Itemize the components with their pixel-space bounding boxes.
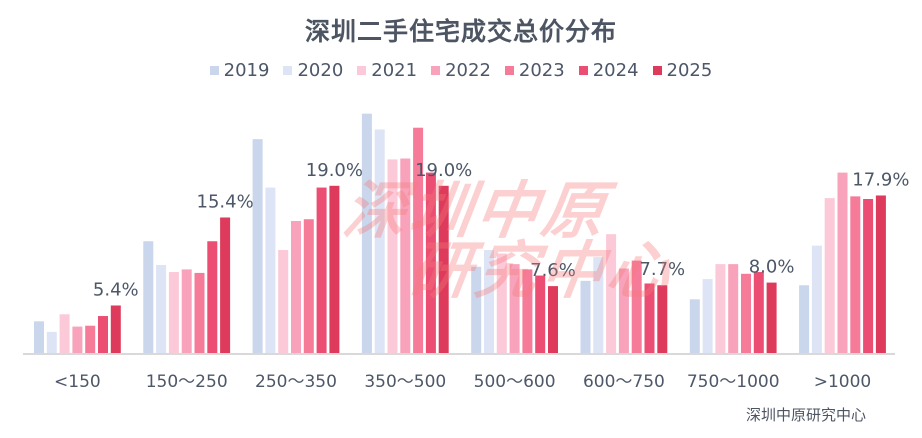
bar-2022-4 bbox=[509, 264, 520, 353]
legend-swatch bbox=[578, 66, 588, 75]
bar-2020-6 bbox=[702, 279, 713, 353]
data-label: 7.7% bbox=[639, 259, 685, 280]
data-label: 17.9% bbox=[852, 169, 909, 190]
bar-2021-6 bbox=[715, 264, 726, 353]
bar-2019-6 bbox=[689, 299, 700, 353]
bar-2019-5 bbox=[580, 280, 591, 353]
data-label: 7.6% bbox=[530, 260, 576, 281]
bar-2022-0 bbox=[72, 326, 83, 353]
bar-2021-2 bbox=[278, 250, 289, 353]
bar-2020-7 bbox=[811, 245, 822, 353]
bar-2025-5 bbox=[657, 285, 668, 353]
legend-item-2022: 2022 bbox=[431, 60, 491, 81]
x-tick-label: 750～1000 bbox=[687, 372, 780, 392]
bar-2019-7 bbox=[799, 285, 810, 353]
bar-2025-6 bbox=[766, 282, 777, 353]
legend-item-2024: 2024 bbox=[578, 60, 639, 81]
legend-swatch bbox=[209, 66, 219, 75]
bar-2022-3 bbox=[400, 158, 411, 353]
bar-2020-0 bbox=[46, 331, 57, 353]
legend-label: 2024 bbox=[592, 60, 639, 81]
bar-2024-4 bbox=[535, 275, 546, 353]
bar-2024-2 bbox=[316, 187, 327, 353]
legend-item-2019: 2019 bbox=[209, 60, 270, 81]
bar-2024-5 bbox=[644, 283, 655, 353]
x-tick-label: 350～500 bbox=[364, 372, 446, 392]
bar-2025-1 bbox=[220, 217, 231, 353]
bar-2024-1 bbox=[207, 241, 218, 353]
legend-swatch bbox=[652, 66, 662, 75]
x-tick-label: 250～350 bbox=[255, 372, 337, 392]
data-label: 19.0% bbox=[415, 160, 472, 181]
bar-2022-1 bbox=[181, 269, 192, 353]
bar-2021-4 bbox=[496, 253, 507, 353]
bar-2020-4 bbox=[484, 250, 494, 353]
bar-2019-3 bbox=[361, 113, 372, 353]
bar-2023-0 bbox=[85, 325, 96, 353]
bar-2019-2 bbox=[252, 139, 263, 353]
data-label: 5.4% bbox=[93, 279, 139, 300]
x-tick-label: >1000 bbox=[814, 372, 872, 392]
bar-2022-7 bbox=[837, 172, 848, 353]
bar-2025-4 bbox=[548, 286, 558, 353]
legend-label: 2025 bbox=[666, 60, 713, 81]
bar-2024-3 bbox=[425, 172, 436, 353]
legend-label: 2021 bbox=[371, 60, 418, 81]
bar-2023-2 bbox=[303, 219, 314, 353]
bar-2020-1 bbox=[156, 265, 167, 353]
bar-2023-1 bbox=[194, 272, 205, 353]
legend-label: 2019 bbox=[223, 60, 270, 81]
bar-2020-5 bbox=[593, 257, 604, 353]
bar-2023-5 bbox=[631, 260, 642, 353]
bar-2023-3 bbox=[413, 127, 424, 353]
legend-item-2020: 2020 bbox=[283, 60, 343, 81]
bar-2022-2 bbox=[291, 221, 301, 353]
bar-2019-0 bbox=[34, 321, 44, 353]
bar-2020-3 bbox=[374, 129, 385, 353]
legend-swatch bbox=[504, 66, 514, 75]
bar-2025-3 bbox=[438, 185, 449, 353]
legend-item-2025: 2025 bbox=[652, 60, 713, 81]
chart-legend: 2019 2020 2021 2022 2023 2024 2025 bbox=[0, 60, 922, 81]
bar-2023-7 bbox=[850, 196, 861, 353]
legend-label: 2022 bbox=[445, 60, 491, 81]
data-label: 19.0% bbox=[306, 160, 363, 181]
bar-2021-5 bbox=[606, 234, 617, 353]
x-tick-label: 500～600 bbox=[474, 372, 556, 392]
bar-2025-7 bbox=[875, 195, 886, 353]
bar-2022-6 bbox=[728, 264, 739, 353]
data-label: 15.4% bbox=[197, 191, 254, 212]
bar-2023-4 bbox=[522, 269, 533, 353]
bar-2025-0 bbox=[110, 305, 121, 353]
data-label: 8.0% bbox=[749, 257, 795, 278]
bar-2024-6 bbox=[753, 272, 764, 353]
legend-swatch bbox=[431, 66, 441, 75]
legend-item-2021: 2021 bbox=[357, 60, 417, 81]
bar-2023-6 bbox=[741, 273, 751, 353]
bar-2025-2 bbox=[329, 185, 340, 353]
source-label: 深圳中原研究中心 bbox=[745, 406, 866, 424]
bar-2024-0 bbox=[98, 316, 108, 353]
legend-label: 2023 bbox=[518, 60, 565, 81]
bar-2021-0 bbox=[59, 314, 70, 353]
legend-swatch bbox=[357, 66, 367, 75]
bar-2019-1 bbox=[143, 241, 154, 353]
legend-swatch bbox=[283, 66, 293, 75]
x-tick-label: <150 bbox=[54, 372, 101, 392]
bar-2020-2 bbox=[265, 187, 276, 353]
bar-2021-7 bbox=[824, 198, 835, 353]
bar-2022-5 bbox=[618, 268, 629, 353]
bar-2021-1 bbox=[168, 272, 179, 353]
legend-item-2023: 2023 bbox=[504, 60, 565, 81]
legend-label: 2020 bbox=[297, 60, 344, 81]
x-tick-label: 600～750 bbox=[583, 372, 665, 392]
bar-2024-7 bbox=[863, 199, 874, 353]
x-tick-label: 150～250 bbox=[146, 372, 228, 392]
chart-title: 深圳二手住宅成交总价分布 bbox=[304, 17, 617, 46]
bar-2021-3 bbox=[387, 159, 398, 353]
bar-2019-4 bbox=[471, 266, 482, 353]
